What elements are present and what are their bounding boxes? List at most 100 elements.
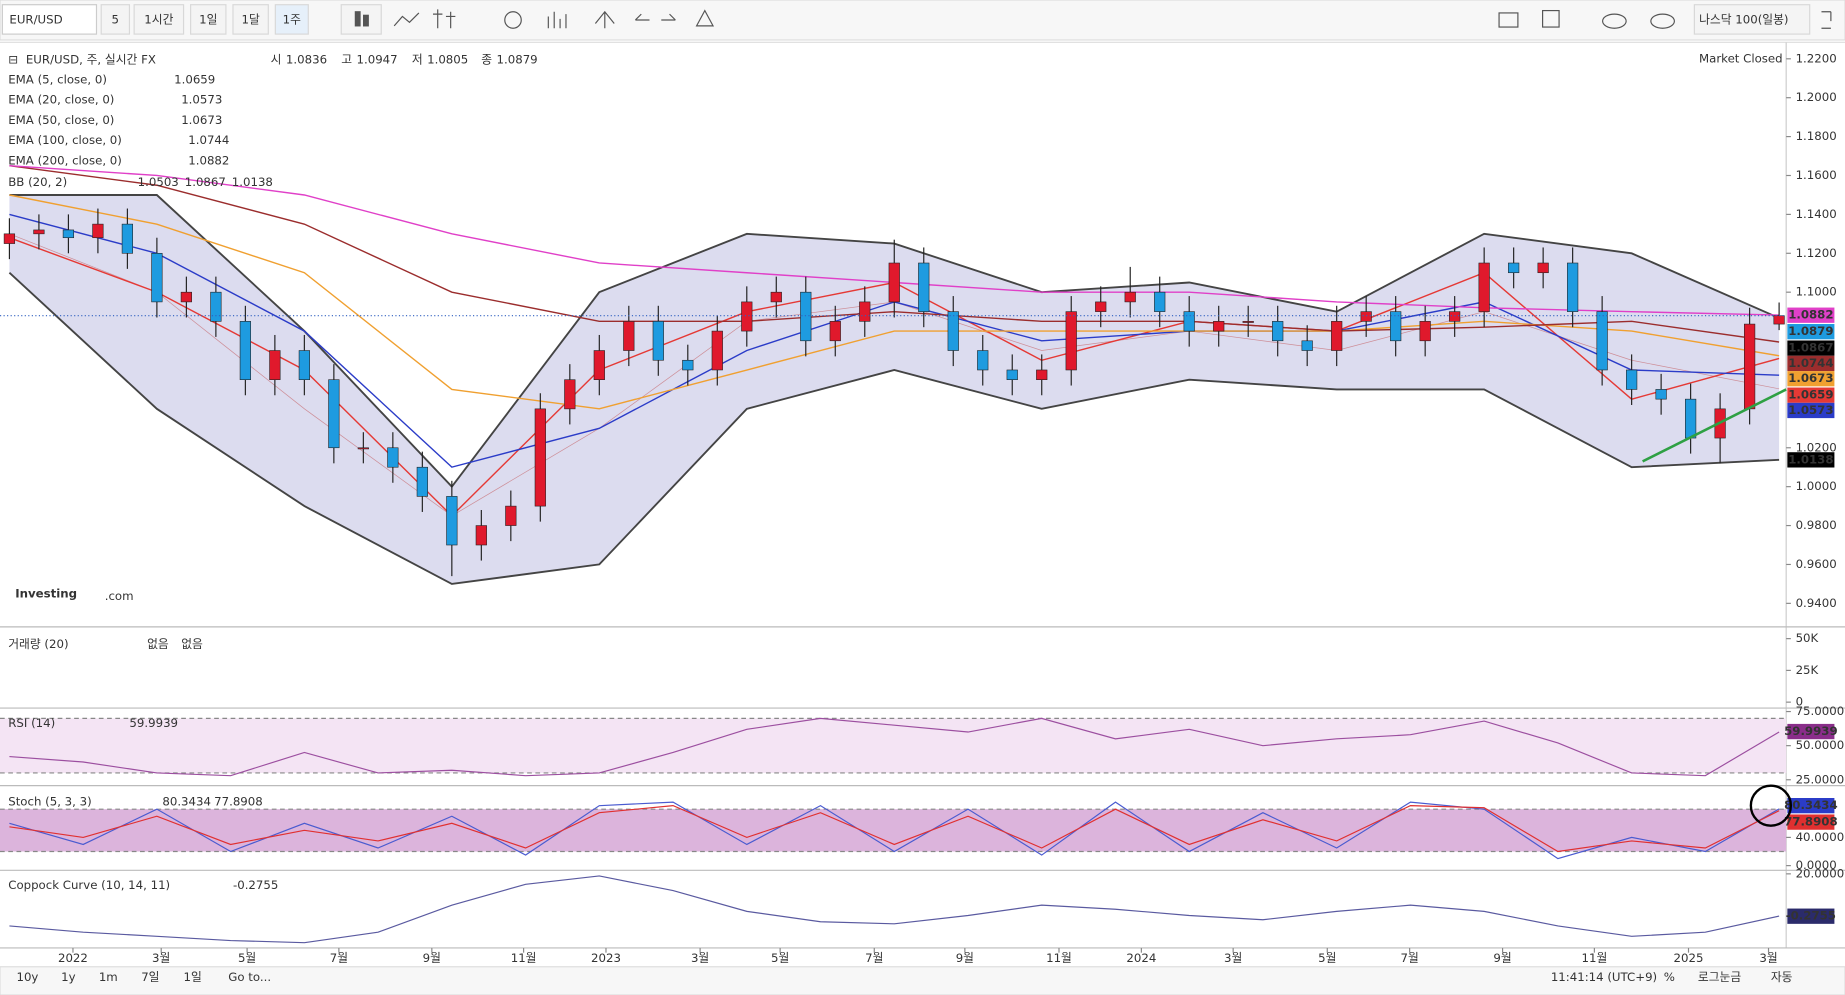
y-tick-label: 1.1200: [1796, 246, 1837, 260]
candle-body: [121, 223, 133, 254]
symbol-input[interactable]: [1, 4, 98, 35]
x-tick-label: 11월: [1581, 951, 1607, 965]
interval-button[interactable]: [232, 4, 269, 35]
chart-layer: 5 1시간 1일 1달 1주 1.2200 1.2000 1.1800 1.1600 1.1400…: [0, 4, 1845, 984]
cloud-icon[interactable]: [1602, 13, 1627, 29]
y-tick-label: 50K: [1796, 631, 1819, 645]
interval-button[interactable]: [190, 4, 227, 35]
alert-icon[interactable]: [695, 9, 715, 27]
legend-name: EMA (20, close, 0): [8, 93, 114, 107]
compare-symbol[interactable]: 나스닥 100(일봉): [1699, 12, 1788, 26]
band-fill: [0, 718, 1787, 773]
compare-button[interactable]: [1693, 4, 1811, 35]
value-box-label: 1.0867: [1788, 341, 1833, 355]
candle-body: [1508, 262, 1520, 274]
value-box: [1787, 797, 1835, 814]
candle-body: [1065, 311, 1077, 371]
candle-body: [1478, 262, 1490, 312]
line-icon[interactable]: [393, 12, 420, 27]
interval-button[interactable]: [274, 4, 309, 35]
band-fill: [0, 809, 1787, 852]
legend-value: 1.0138: [232, 175, 273, 189]
range-button[interactable]: 1y: [61, 970, 75, 984]
candle-body: [1626, 369, 1638, 390]
auto-toggle[interactable]: 자동: [1771, 970, 1793, 984]
candle-button[interactable]: [340, 4, 382, 35]
bar-icon[interactable]: [433, 9, 456, 29]
x-tick-label: 3월: [691, 951, 709, 965]
ohlc-label: 종: [481, 52, 492, 66]
x-tick-label: 5월: [771, 951, 789, 965]
interval-label[interactable]: 1일: [199, 12, 217, 26]
value-box-label: -0.2755: [1786, 909, 1836, 923]
candle-body: [1685, 398, 1697, 439]
value-box-label: 1.0673: [1788, 371, 1833, 385]
candle-body: [977, 350, 989, 371]
candle-body: [269, 350, 281, 380]
y-tick-label: 1.2000: [1796, 90, 1837, 104]
candle-body: [829, 321, 841, 342]
icon: [362, 14, 369, 27]
interval-label[interactable]: 1주: [283, 12, 301, 26]
symbol[interactable]: EUR/USD: [9, 12, 62, 26]
fullscreen-icon[interactable]: [1821, 11, 1832, 29]
range-button[interactable]: 1m: [99, 970, 118, 984]
y-tick-label: 0.9800: [1796, 518, 1837, 532]
candle-body: [1331, 321, 1343, 351]
theme-icon[interactable]: [1542, 9, 1560, 28]
candle-body: [1537, 262, 1549, 274]
candle-body: [682, 359, 694, 371]
value-box: [1787, 908, 1835, 924]
x-tick-label: 5월: [238, 951, 256, 965]
y-tick-label: 25.0000: [1796, 772, 1845, 786]
candle-body: [210, 291, 222, 322]
interval-button[interactable]: [100, 4, 131, 35]
candle-body: [151, 252, 163, 303]
value-box: [1787, 814, 1835, 830]
range-button[interactable]: 10y: [16, 970, 38, 984]
legend-value: 1.0744: [188, 133, 229, 147]
interval-button[interactable]: [133, 4, 185, 35]
interval-label[interactable]: 5: [112, 12, 119, 26]
bollinger-lower: [8, 272, 1780, 585]
candle-body: [298, 350, 310, 380]
x-tick-label: 7월: [330, 951, 348, 965]
value-box: [1787, 324, 1835, 340]
icon: [354, 11, 361, 27]
log-toggle[interactable]: 로그눈금: [1698, 970, 1741, 984]
undo-redo[interactable]: [634, 13, 676, 21]
value-box: [1787, 402, 1835, 419]
legend-toggle[interactable]: ⊟: [8, 52, 18, 66]
percent-toggle[interactable]: %: [1664, 970, 1675, 984]
cloud-upload-icon[interactable]: [1650, 13, 1675, 29]
range-button[interactable]: 7일: [141, 970, 159, 984]
compare-icon[interactable]: [594, 10, 615, 29]
candle-body: [918, 262, 930, 312]
indicator-icon[interactable]: [547, 11, 567, 29]
range-button[interactable]: 1일: [184, 970, 202, 984]
candle-body: [1213, 321, 1225, 332]
candle-body: [741, 301, 753, 332]
x-tick-label: 3월: [152, 951, 170, 965]
value-box-label: 1.0882: [1788, 308, 1833, 322]
value-box-label: 59.9939: [1784, 724, 1838, 738]
y-tick-label: 1.1400: [1796, 207, 1837, 221]
candle-body: [1183, 311, 1195, 332]
y-tick-label: 0: [1796, 695, 1803, 709]
candle-body: [1419, 321, 1431, 342]
interval-label[interactable]: 1달: [241, 12, 259, 26]
x-tick-label: 2024: [1126, 951, 1156, 965]
panel-value: 77.8908: [214, 795, 263, 809]
candle-body: [1006, 369, 1018, 380]
value-box-label: 77.8908: [1784, 815, 1838, 829]
camera-icon[interactable]: [1498, 12, 1519, 28]
indicator-line: [9, 801, 1780, 860]
settings-icon[interactable]: [504, 11, 522, 29]
legend-name: EMA (200, close, 0): [8, 153, 122, 167]
goto-button[interactable]: Go to...: [228, 970, 271, 984]
interval-label[interactable]: 1시간: [144, 12, 173, 26]
panel-value: 80.3434: [162, 795, 211, 809]
y-tick-label: 40.0000: [1796, 830, 1845, 844]
candle-body: [1449, 311, 1461, 322]
market-status: Market Closed: [1699, 51, 1783, 65]
